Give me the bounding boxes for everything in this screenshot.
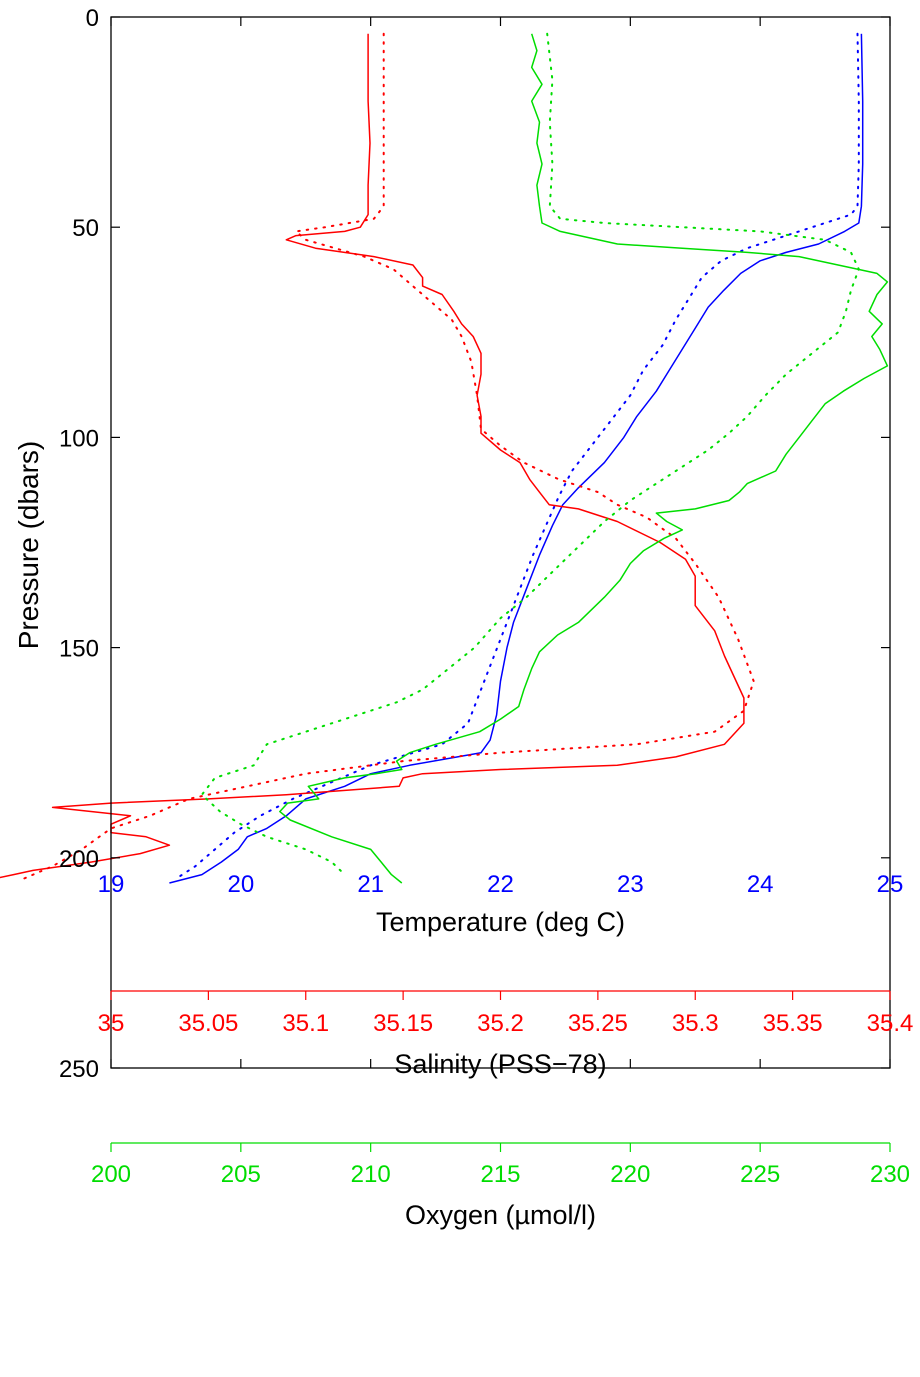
y-tick-label: 250 — [59, 1056, 99, 1083]
salinity-dotted-line — [22, 32, 755, 880]
plot-frame — [110, 16, 891, 1069]
oxygen-tick-label: 200 — [91, 1161, 131, 1188]
salinity-tick-label: 35.15 — [373, 1010, 433, 1037]
salinity-axis-label: Salinity (PSS−78) — [394, 1049, 606, 1079]
y-tick-label: 100 — [59, 425, 99, 452]
pressure-axis: 0 50 100 150 200 250 — [59, 5, 890, 1083]
oxygen-dotted-line — [200, 32, 860, 876]
temperature-tick-label: 19 — [98, 871, 125, 898]
salinity-tick-label: 35.35 — [763, 1010, 823, 1037]
oxygen-tick-label: 215 — [480, 1161, 520, 1188]
oxygen-tick-label: 230 — [870, 1161, 910, 1188]
temperature-solid-line — [169, 33, 864, 884]
oxygen-tick-label: 220 — [610, 1161, 650, 1188]
temperature-tick-label: 24 — [747, 871, 774, 898]
temperature-tick-label: 25 — [877, 871, 904, 898]
temperature-dotted-line — [174, 32, 860, 880]
temperature-axis: 19 20 21 22 23 24 25 Temperature (deg C) — [98, 871, 904, 937]
oxygen-tick-label: 210 — [351, 1161, 391, 1188]
x-axes: 19 20 21 22 23 24 25 Temperature (deg C) 35 35.05… — [91, 871, 913, 1230]
y-tick-label: 200 — [59, 846, 99, 873]
oxygen-solid-line — [279, 33, 889, 884]
salinity-tick-label: 35.05 — [178, 1010, 238, 1037]
temperature-tick-label: 20 — [227, 871, 254, 898]
salinity-tick-label: 35.25 — [568, 1010, 628, 1037]
salinity-axis: 35 35.05 35.1 35.15 35.2 35.25 35.3 35.35 35.4 Sa… — [98, 990, 914, 1079]
temperature-tick-label: 23 — [617, 871, 644, 898]
temperature-axis-label: Temperature (deg C) — [376, 907, 625, 937]
temperature-tick-label: 21 — [357, 871, 384, 898]
y-tick-label: 50 — [72, 215, 99, 242]
temperature-tick-label: 22 — [487, 871, 514, 898]
pressure-axis-label: Pressure (dbars) — [13, 441, 44, 650]
salinity-tick-label: 35.4 — [867, 1010, 914, 1037]
series-layer — [0, 32, 889, 884]
salinity-tick-label: 35.3 — [672, 1010, 719, 1037]
y-tick-label: 150 — [59, 636, 99, 663]
oxygen-axis-label: Oxygen (µmol/l) — [405, 1200, 596, 1230]
oxygen-axis: 200 205 210 215 220 225 230 Oxygen (µmol/l) — [91, 1142, 910, 1230]
salinity-tick-label: 35 — [98, 1010, 125, 1037]
y-tick-label: 0 — [86, 5, 99, 32]
oxygen-tick-label: 205 — [221, 1161, 261, 1188]
salinity-solid-line — [0, 33, 745, 879]
salinity-tick-label: 35.1 — [282, 1010, 329, 1037]
salinity-tick-label: 35.2 — [477, 1010, 524, 1037]
oxygen-tick-label: 225 — [740, 1161, 780, 1188]
